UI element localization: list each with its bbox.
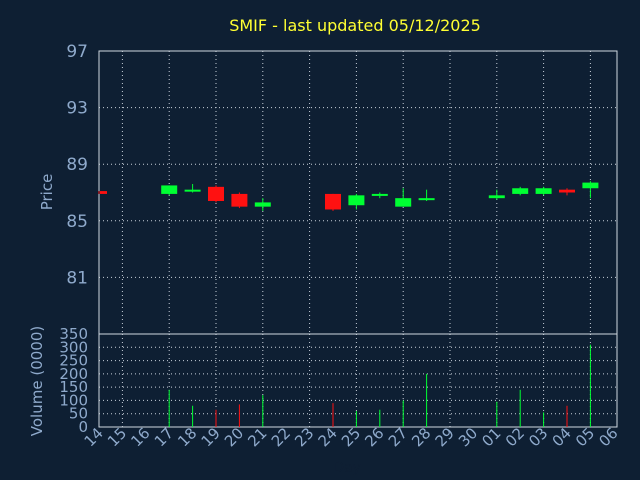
x-tick-label: 21 xyxy=(244,424,270,450)
x-tick-label: 24 xyxy=(315,424,341,450)
x-tick-label: 06 xyxy=(595,424,621,450)
candle-body xyxy=(161,185,178,194)
candle-body xyxy=(488,195,505,199)
volume-tick-label: 100 xyxy=(59,391,88,409)
candlesticks xyxy=(98,181,599,211)
candle-body xyxy=(512,188,529,194)
volume-plot-frame xyxy=(98,333,618,428)
chart-title: SMIF - last updated 05/12/2025 xyxy=(229,16,481,35)
candle xyxy=(325,193,341,211)
x-tick-label: 23 xyxy=(291,424,317,450)
candle xyxy=(395,188,412,207)
x-tick-label: 01 xyxy=(478,424,504,450)
x-tick-label: 18 xyxy=(174,424,200,450)
x-tick-label: 28 xyxy=(408,424,434,450)
price-axis-label: Price xyxy=(38,174,56,211)
candle xyxy=(488,189,505,200)
volume-tick-label: 150 xyxy=(59,378,88,396)
volume-tick-label: 0 xyxy=(78,418,88,436)
x-axis-ticks: 1415161718192021222324252627282930010203… xyxy=(81,424,622,450)
candle-body xyxy=(395,198,412,207)
x-tick-label: 02 xyxy=(502,424,528,450)
candle-body xyxy=(231,193,248,207)
candle-body xyxy=(184,189,201,192)
candle xyxy=(582,181,599,199)
x-tick-label: 25 xyxy=(338,424,364,450)
candle-body xyxy=(348,195,365,206)
x-tick-label: 27 xyxy=(385,424,411,450)
volume-tick-label: 300 xyxy=(59,338,88,356)
price-tick-label: 93 xyxy=(66,99,88,119)
volume-gridlines xyxy=(99,334,617,427)
x-tick-label: 22 xyxy=(268,424,294,450)
volume-tick-label: 350 xyxy=(59,325,88,343)
volume-tick-label: 50 xyxy=(69,405,88,423)
candle-body xyxy=(100,191,107,194)
x-tick-label: 19 xyxy=(198,424,224,450)
price-tick-label: 89 xyxy=(66,155,88,175)
volume-axis-label: Volume (0000) xyxy=(28,326,46,436)
candle xyxy=(535,186,552,196)
x-tick-label: 03 xyxy=(525,424,551,450)
candle xyxy=(559,188,575,196)
x-tick-label: 04 xyxy=(549,424,575,450)
x-tick-label: 05 xyxy=(572,424,598,450)
candle-body xyxy=(582,182,599,189)
price-tick-label: 81 xyxy=(66,268,88,288)
x-tick-label: 30 xyxy=(455,424,481,450)
candle-body xyxy=(208,186,224,201)
candle xyxy=(348,193,365,210)
candle xyxy=(161,185,178,196)
candle xyxy=(371,192,388,199)
candle xyxy=(208,185,224,203)
candle xyxy=(98,191,107,194)
candle xyxy=(512,186,529,196)
candle xyxy=(418,189,435,201)
candle xyxy=(231,192,248,209)
x-tick-label: 15 xyxy=(104,424,130,450)
x-tick-label: 20 xyxy=(221,424,247,450)
candle-body xyxy=(325,193,341,210)
price-axis-ticks: 97 93 89 85 81 xyxy=(66,42,88,288)
x-tick-label: 17 xyxy=(151,424,177,450)
x-axis-label: Day xyxy=(333,460,361,476)
x-tick-label: 26 xyxy=(361,424,387,450)
volume-tick-label: 200 xyxy=(59,365,88,383)
candle-body xyxy=(418,198,435,201)
volume-tick-label: 250 xyxy=(59,352,88,370)
candle-body xyxy=(535,188,552,194)
candle-body xyxy=(371,193,388,196)
candle xyxy=(254,198,271,211)
volume-bars xyxy=(168,344,591,427)
candle-body xyxy=(254,202,271,207)
candle xyxy=(184,184,201,193)
x-tick-label: 16 xyxy=(127,424,153,450)
x-tick-label: 29 xyxy=(432,424,458,450)
candle-body xyxy=(559,189,575,193)
price-tick-label: 85 xyxy=(66,212,88,232)
price-tick-label: 97 xyxy=(66,42,88,62)
